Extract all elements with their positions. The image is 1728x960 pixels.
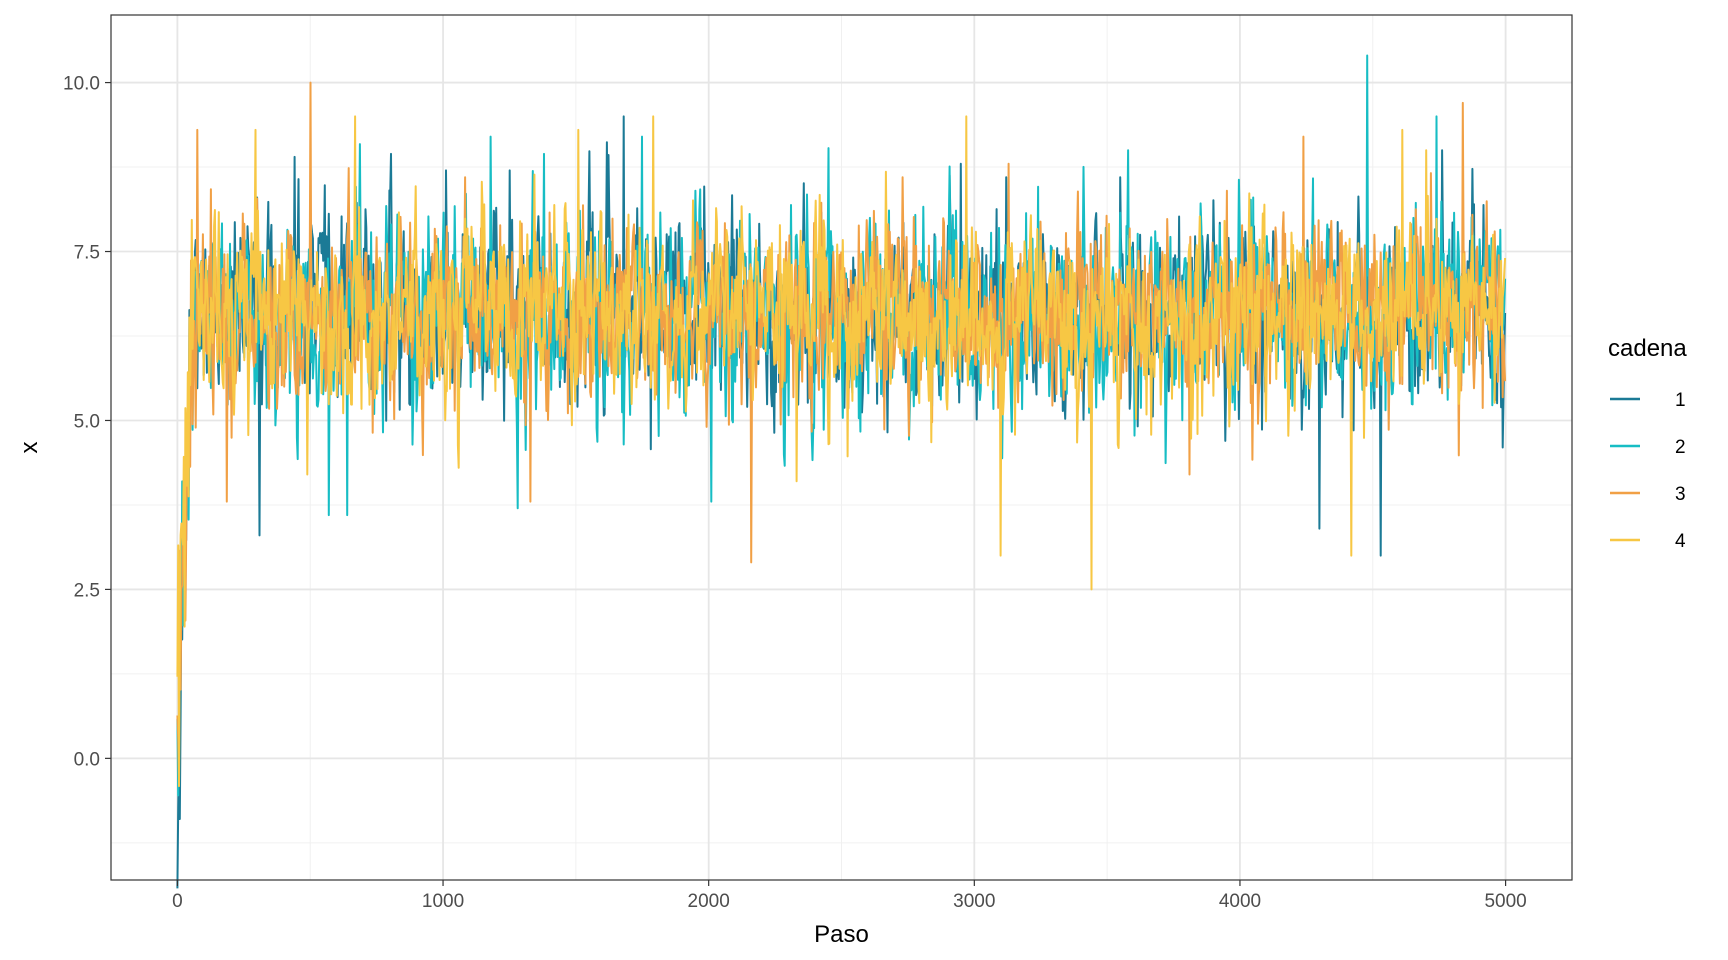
panel-border [110,14,1573,881]
series-line-cadena-4 [176,115,1507,788]
y-tick-label: 2.5 [74,580,100,601]
x-tick-label: 4000 [1219,891,1261,912]
major-gridlines [111,15,1572,880]
x-tick-label: 3000 [953,891,995,912]
y-axis: 0.0 2.5 5.0 7.5 10.0 [63,74,111,770]
y-tick-label: 7.5 [74,243,100,264]
legend-label-2: 2 [1675,437,1686,458]
legend-label-3: 3 [1675,484,1686,505]
plot-panel [110,14,1573,889]
x-tick-label: 2000 [688,891,730,912]
x-tick-label: 1000 [422,891,464,912]
x-tick-label: 5000 [1484,891,1526,912]
legend-title: cadena [1608,335,1687,362]
x-axis: 0 1000 2000 3000 4000 5000 [172,880,1527,912]
y-tick-label: 5.0 [74,411,100,432]
y-tick-label: 0.0 [74,749,100,770]
legend-label-1: 1 [1675,390,1686,411]
y-axis-title: x [16,442,43,454]
legend: cadena 1 2 3 4 [1608,335,1687,552]
series-lines [176,54,1507,889]
y-tick-label: 10.0 [63,74,100,95]
x-tick-label: 0 [172,891,183,912]
x-axis-title: Paso [814,921,869,948]
legend-label-4: 4 [1675,531,1686,552]
